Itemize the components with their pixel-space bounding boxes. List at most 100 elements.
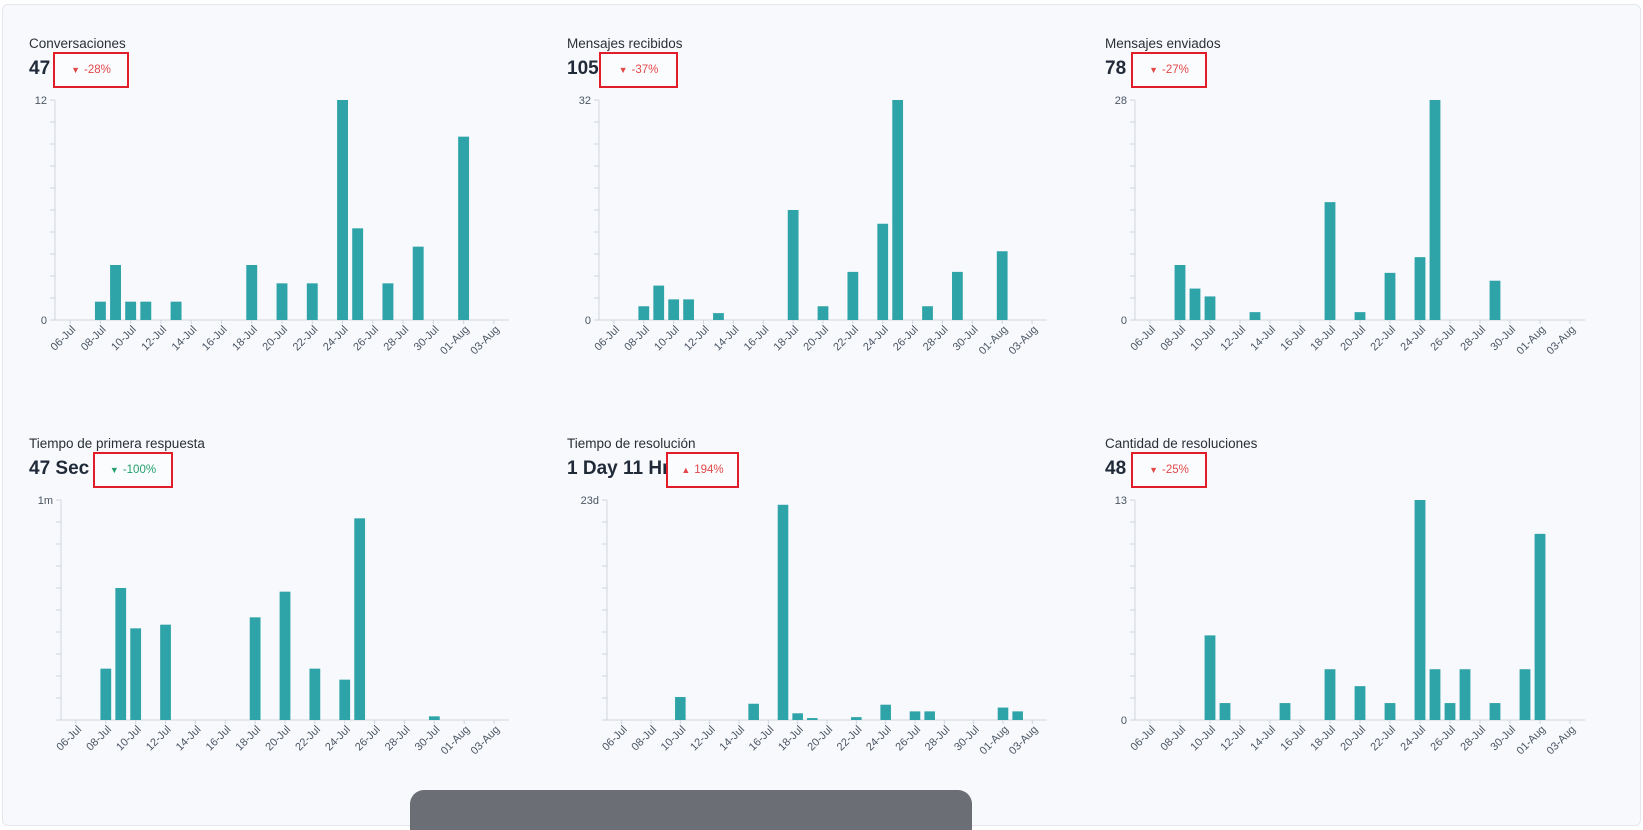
- chart-bar[interactable]: [924, 711, 935, 720]
- x-tick-label: 26-Jul: [891, 324, 921, 354]
- x-tick-label: 26-Jul: [351, 324, 381, 354]
- chart-bar[interactable]: [100, 668, 112, 720]
- y-max-label: 12: [35, 95, 47, 107]
- chart-bar[interactable]: [877, 223, 889, 320]
- chart-bar[interactable]: [382, 283, 394, 320]
- chart-bar[interactable]: [638, 306, 650, 320]
- chart-bar[interactable]: [653, 285, 665, 320]
- chart-bar[interactable]: [1324, 202, 1336, 320]
- chart-bar[interactable]: [851, 717, 862, 720]
- metric-value: 47 Sec: [29, 458, 90, 479]
- triangle-up-icon: ▲: [681, 465, 691, 475]
- chart-bar[interactable]: [1444, 703, 1456, 720]
- chart-bar[interactable]: [748, 703, 759, 720]
- chart-bar[interactable]: [787, 210, 799, 320]
- x-tick-label: 20-Jul: [805, 724, 835, 754]
- chart-bar[interactable]: [880, 704, 891, 720]
- chart-bar[interactable]: [1174, 265, 1186, 320]
- x-tick-label: 14-Jul: [1248, 324, 1278, 354]
- chart-bar[interactable]: [777, 504, 789, 720]
- chart-bar[interactable]: [249, 617, 261, 720]
- chart-bar[interactable]: [309, 668, 321, 720]
- chart-bar[interactable]: [1324, 669, 1336, 720]
- chart-bar[interactable]: [354, 518, 366, 720]
- x-tick-label: 06-Jul: [1128, 724, 1158, 754]
- chart-bar[interactable]: [997, 707, 1009, 720]
- chart-bar[interactable]: [412, 246, 424, 320]
- y-max-label: 1m: [38, 495, 53, 507]
- chart-bar[interactable]: [713, 313, 724, 320]
- chart-bar[interactable]: [246, 265, 258, 320]
- chart-bar[interactable]: [922, 306, 933, 320]
- x-tick-label: 08-Jul: [79, 324, 109, 354]
- chart-bar[interactable]: [160, 624, 171, 720]
- chart-bar[interactable]: [1489, 280, 1501, 320]
- chart-bar[interactable]: [279, 591, 291, 720]
- x-tick-label: 03-Aug: [1545, 324, 1579, 358]
- chart-bar[interactable]: [683, 299, 694, 320]
- chart-bar[interactable]: [675, 697, 686, 720]
- x-tick-label: 16-Jul: [1278, 324, 1308, 354]
- chart-bar[interactable]: [1189, 288, 1201, 320]
- chart-bar[interactable]: [996, 251, 1008, 320]
- chart-bar[interactable]: [1204, 635, 1216, 720]
- metric-value: 1 Day 11 Hr: [567, 458, 670, 479]
- chart-bar[interactable]: [1012, 711, 1023, 720]
- chart-bar[interactable]: [847, 271, 859, 320]
- x-tick-label: 20-Jul: [801, 324, 831, 354]
- trend-badge: ▼ -25%: [1131, 452, 1207, 488]
- chart-bar[interactable]: [115, 588, 127, 720]
- chart-bar[interactable]: [1489, 703, 1501, 720]
- chart-bar[interactable]: [817, 306, 829, 320]
- chart-bar[interactable]: [337, 100, 348, 320]
- chart-bar[interactable]: [1219, 703, 1231, 720]
- chart-bar[interactable]: [428, 716, 440, 720]
- chart-bar[interactable]: [892, 100, 904, 320]
- x-tick-label: 16-Jul: [747, 724, 777, 754]
- x-tick-label: 03-Aug: [1007, 724, 1041, 758]
- chart-bar[interactable]: [339, 679, 351, 720]
- chart-bar[interactable]: [130, 628, 142, 720]
- chart-bar[interactable]: [276, 283, 288, 320]
- chart-bar[interactable]: [909, 711, 921, 720]
- chart-bar[interactable]: [1354, 312, 1366, 320]
- y-max-label: 13: [1115, 495, 1127, 507]
- x-tick-label: 08-Jul: [1158, 324, 1188, 354]
- chart-bar[interactable]: [1279, 703, 1291, 720]
- metric-title: Cantidad de resoluciones: [1105, 436, 1258, 451]
- trend-percentage: -25%: [1162, 464, 1189, 476]
- chart-bar[interactable]: [1384, 703, 1396, 720]
- chart-bar[interactable]: [1519, 669, 1531, 720]
- chart-bar[interactable]: [1204, 296, 1216, 320]
- chart-bar[interactable]: [1249, 312, 1261, 320]
- chart-bar[interactable]: [140, 301, 152, 320]
- chart-bar[interactable]: [170, 301, 182, 320]
- chart-bar[interactable]: [1414, 257, 1426, 320]
- x-tick-label: 14-Jul: [717, 724, 747, 754]
- chart-bar[interactable]: [1354, 686, 1366, 720]
- chart-bar[interactable]: [1459, 669, 1471, 720]
- chart-bar[interactable]: [1384, 272, 1396, 320]
- trend-percentage: -27%: [1162, 64, 1189, 76]
- chart-bar[interactable]: [1534, 533, 1546, 720]
- chart-bar[interactable]: [668, 299, 680, 320]
- x-tick-label: 12-Jul: [139, 324, 169, 354]
- chart-bar[interactable]: [125, 301, 137, 320]
- chart-bar[interactable]: [110, 265, 121, 320]
- chart-bar[interactable]: [94, 301, 106, 320]
- x-tick-label: 03-Aug: [469, 724, 503, 758]
- chart-bar[interactable]: [458, 136, 470, 320]
- x-tick-label: 28-Jul: [923, 724, 953, 754]
- chart-bar[interactable]: [792, 713, 803, 720]
- chart-bar[interactable]: [1429, 100, 1441, 320]
- x-tick-label: 22-Jul: [291, 324, 321, 354]
- bottom-dock[interactable]: [410, 790, 972, 830]
- chart-bar[interactable]: [352, 228, 364, 320]
- chart-bar[interactable]: [807, 718, 818, 720]
- chart-bar[interactable]: [306, 283, 318, 320]
- chart-bar[interactable]: [952, 271, 963, 320]
- chart-bar[interactable]: [1414, 500, 1426, 720]
- trend-badge: ▼ -27%: [1131, 52, 1207, 88]
- chart-bar[interactable]: [1429, 669, 1441, 720]
- x-tick-label: 03-Aug: [1007, 324, 1041, 358]
